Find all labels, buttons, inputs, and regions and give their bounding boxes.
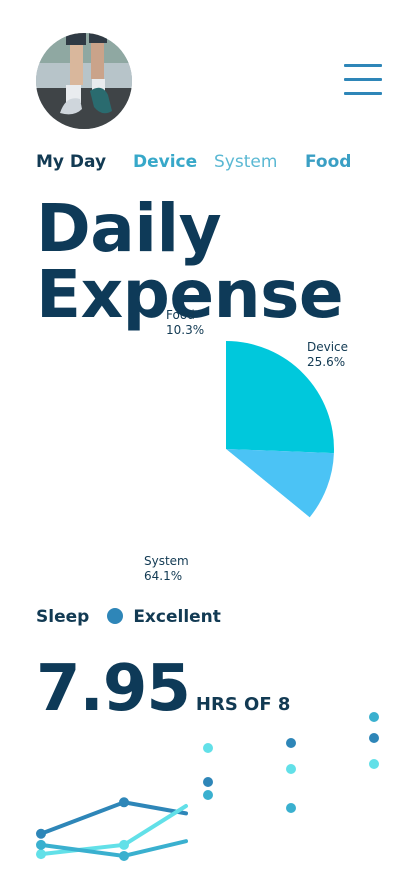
menu-button[interactable] <box>344 64 382 98</box>
pie-label-system: System <box>144 554 189 568</box>
pie-slice-system[interactable] <box>118 341 310 557</box>
sleep-chart-svg <box>36 712 379 861</box>
expense-pie-chart: Device 25.6% Food 10.3% System 64.1% <box>0 300 414 600</box>
sleep-point-2-2 <box>119 839 129 850</box>
pie-value-food: 10.3% <box>166 323 204 337</box>
hamburger-icon <box>344 92 382 95</box>
sleep-line-chart <box>0 700 414 890</box>
pie-label-device: Device <box>307 340 348 354</box>
page-title-line2: Expense <box>36 256 344 333</box>
pie-value-device: 25.6% <box>307 355 345 369</box>
sleep-point-3-2 <box>119 850 129 861</box>
tab-system[interactable]: System <box>214 152 278 172</box>
avatar[interactable] <box>36 33 132 129</box>
sleep-point-3-1 <box>36 839 46 850</box>
pie-slice-device[interactable] <box>226 341 334 454</box>
sleep-trail-dot-1 <box>203 743 213 753</box>
runner-photo <box>36 33 132 129</box>
category-tabs: My Day Device System Food <box>0 152 414 176</box>
sleep-point-1-2 <box>119 797 129 808</box>
hamburger-icon <box>344 64 382 67</box>
pie-slice-food[interactable] <box>226 449 334 518</box>
sleep-trail-dot-8 <box>369 733 379 743</box>
sleep-trail-dot-2 <box>203 777 213 787</box>
status-dot-icon <box>107 608 124 624</box>
tab-my-day[interactable]: My Day <box>36 152 107 172</box>
sleep-hours: 7.95 HRS OF 8 <box>36 652 291 726</box>
sleep-trail-dot-4 <box>286 738 296 748</box>
sleep-status: Sleep Excellent <box>36 607 221 631</box>
tab-device[interactable]: Device <box>133 152 198 172</box>
sleep-status-text: Excellent <box>133 607 221 627</box>
sleep-trail-dot-9 <box>369 759 379 769</box>
sleep-hours-unit: HRS OF 8 <box>195 694 291 715</box>
sleep-trail-dot-5 <box>286 764 296 774</box>
sleep-trail-dot-3 <box>203 790 213 800</box>
pie-label-food: Food <box>166 308 195 322</box>
sleep-point-2-1 <box>36 849 46 860</box>
sleep-trail-dot-6 <box>286 803 296 813</box>
sleep-series-line-3 <box>39 839 188 858</box>
sleep-hours-value: 7.95 <box>36 652 191 726</box>
tab-food[interactable]: Food <box>305 152 352 172</box>
page-title: Daily Expense <box>36 196 344 328</box>
hamburger-icon <box>344 78 382 81</box>
sleep-label: Sleep <box>36 607 90 627</box>
page-title-line1: Daily <box>36 190 222 267</box>
sleep-point-1-1 <box>36 828 46 839</box>
pie-value-system: 64.1% <box>144 569 182 583</box>
sleep-trail-dot-7 <box>369 712 379 722</box>
